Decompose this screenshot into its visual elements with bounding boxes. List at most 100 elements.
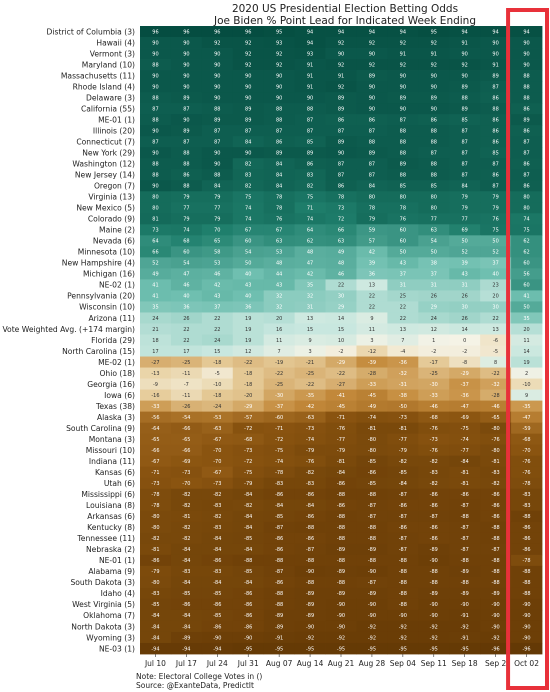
- cell-value: 78: [369, 206, 375, 212]
- heatmap-cell: [449, 26, 481, 38]
- heatmap-cell: [418, 367, 450, 379]
- heatmap-cell: [449, 598, 481, 611]
- cell-value: 90: [400, 106, 406, 112]
- heatmap-cell: [418, 609, 450, 622]
- heatmap-cell: [263, 246, 296, 258]
- cell-value: 88: [152, 117, 158, 123]
- cell-value: -83: [213, 569, 221, 575]
- cell-value: -84: [151, 624, 159, 630]
- cell-value: 92: [400, 62, 406, 68]
- heatmap-cell: [387, 411, 419, 424]
- cell-value: -86: [244, 602, 252, 608]
- cell-value: -89: [337, 569, 345, 575]
- heatmap-cell: [418, 543, 450, 556]
- cell-value: -86: [275, 536, 283, 542]
- heatmap-cell: [201, 532, 234, 545]
- cell-value: 87: [152, 106, 158, 112]
- cell-value: -72: [275, 437, 283, 443]
- cell-value: -83: [522, 503, 530, 509]
- cell-value: 87: [214, 139, 220, 145]
- heatmap-cell: [294, 125, 326, 137]
- heatmap-cell: [140, 312, 172, 324]
- heatmap-cell: [387, 455, 419, 468]
- cell-value: 86: [338, 117, 344, 123]
- highlight-box: [506, 8, 550, 690]
- heatmap-cell: [387, 114, 419, 126]
- cell-value: 60: [523, 261, 529, 267]
- heatmap-cell: [294, 400, 326, 413]
- cell-value: 75: [523, 228, 529, 234]
- cell-value: 83: [245, 173, 251, 179]
- cell-value: -89: [492, 591, 500, 597]
- cell-value: 9: [308, 338, 311, 344]
- heatmap-cell: [263, 433, 296, 446]
- heatmap-cell: [294, 587, 326, 600]
- cell-value: 47: [307, 261, 313, 267]
- cell-value: -88: [306, 580, 314, 586]
- cell-value: -45: [337, 404, 345, 410]
- heatmap-cell: [325, 136, 357, 148]
- heatmap-cell: [418, 345, 450, 357]
- heatmap-cell: [140, 81, 172, 93]
- cell-value: 15: [338, 327, 344, 333]
- heatmap-cell: [356, 213, 388, 225]
- cell-value: -87: [430, 514, 438, 520]
- heatmap-cell: [325, 477, 357, 490]
- cell-value: -90: [430, 613, 438, 619]
- heatmap-cell: [418, 169, 450, 181]
- cell-value: 87: [338, 173, 344, 179]
- heatmap-cell: [418, 455, 450, 468]
- heatmap-cell: [387, 543, 419, 556]
- cell-value: -90: [368, 613, 376, 619]
- heatmap-cell: [140, 26, 172, 38]
- cell-value: -84: [275, 503, 283, 509]
- cell-value: 53: [214, 261, 220, 267]
- cell-value: -25: [430, 371, 438, 377]
- heatmap-cell: [232, 202, 265, 214]
- heatmap-cell: [480, 422, 512, 435]
- cell-value: -6: [493, 338, 498, 344]
- heatmap-cell: [170, 323, 203, 335]
- cell-value: 93: [307, 51, 313, 57]
- heatmap-cell: [294, 224, 326, 236]
- cell-value: -31: [399, 382, 407, 388]
- cell-value: 96: [183, 29, 189, 35]
- heatmap-cell: [511, 565, 543, 578]
- heatmap-cell: [232, 136, 265, 148]
- cell-value: 80: [152, 195, 158, 201]
- cell-value: -90: [306, 624, 314, 630]
- cell-value: 54: [183, 261, 189, 267]
- heatmap-cell: [201, 455, 234, 468]
- heatmap-cell: [325, 235, 357, 247]
- heatmap-cell: [511, 180, 543, 192]
- cell-value: -92: [368, 624, 376, 630]
- cell-value: 85: [431, 184, 437, 190]
- heatmap-cell: [201, 576, 234, 589]
- cell-value: -86: [244, 591, 252, 597]
- cell-value: 84: [245, 139, 251, 145]
- heatmap-cell: [387, 191, 419, 203]
- heatmap-cell: [263, 543, 296, 556]
- cell-value: 14: [338, 316, 344, 322]
- cell-value: -86: [492, 514, 500, 520]
- cell-value: -74: [368, 415, 376, 421]
- cell-value: -82: [492, 481, 500, 487]
- heatmap-cell: [325, 598, 357, 611]
- cell-value: 76: [276, 217, 282, 223]
- heatmap-cell: [232, 191, 265, 203]
- heatmap-cell: [294, 323, 326, 335]
- heatmap-cell: [232, 334, 265, 346]
- heatmap-cell: [201, 444, 234, 457]
- cell-value: -88: [368, 558, 376, 564]
- heatmap-cell: [511, 576, 543, 589]
- cell-value: 24: [431, 316, 437, 322]
- cell-value: -79: [337, 448, 345, 454]
- cell-value: -88: [275, 591, 283, 597]
- cell-value: -86: [522, 525, 530, 531]
- heatmap-cell: [294, 147, 326, 159]
- cell-value: -73: [399, 415, 407, 421]
- heatmap-cell: [356, 345, 388, 357]
- cell-value: -84: [337, 470, 345, 476]
- cell-value: 60: [523, 283, 529, 289]
- cell-value: -73: [182, 470, 190, 476]
